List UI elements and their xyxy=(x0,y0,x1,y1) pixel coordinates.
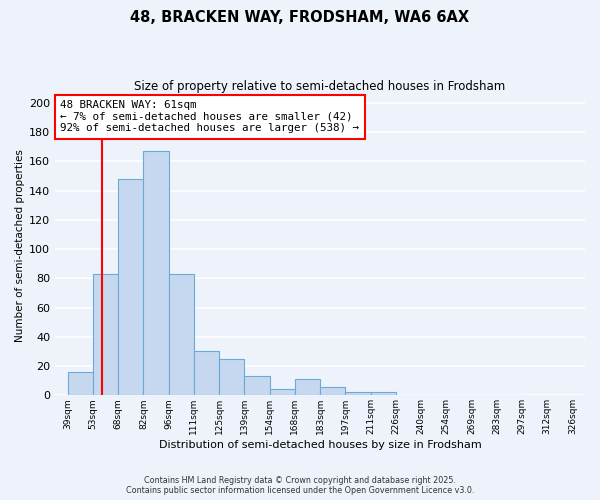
Bar xyxy=(194,352,219,396)
Bar xyxy=(320,386,346,396)
X-axis label: Distribution of semi-detached houses by size in Frodsham: Distribution of semi-detached houses by … xyxy=(159,440,481,450)
Bar xyxy=(371,392,396,396)
Bar xyxy=(68,372,93,396)
Bar xyxy=(219,358,244,396)
Bar xyxy=(143,151,169,396)
Y-axis label: Number of semi-detached properties: Number of semi-detached properties xyxy=(15,149,25,342)
Text: 48, BRACKEN WAY, FRODSHAM, WA6 6AX: 48, BRACKEN WAY, FRODSHAM, WA6 6AX xyxy=(130,10,470,25)
Bar xyxy=(295,379,320,396)
Bar xyxy=(169,274,194,396)
Title: Size of property relative to semi-detached houses in Frodsham: Size of property relative to semi-detach… xyxy=(134,80,506,93)
Bar xyxy=(244,376,269,396)
Bar xyxy=(346,392,371,396)
Bar xyxy=(118,179,143,396)
Text: 48 BRACKEN WAY: 61sqm
← 7% of semi-detached houses are smaller (42)
92% of semi-: 48 BRACKEN WAY: 61sqm ← 7% of semi-detac… xyxy=(60,100,359,133)
Text: Contains HM Land Registry data © Crown copyright and database right 2025.
Contai: Contains HM Land Registry data © Crown c… xyxy=(126,476,474,495)
Bar xyxy=(93,274,118,396)
Bar xyxy=(269,390,295,396)
